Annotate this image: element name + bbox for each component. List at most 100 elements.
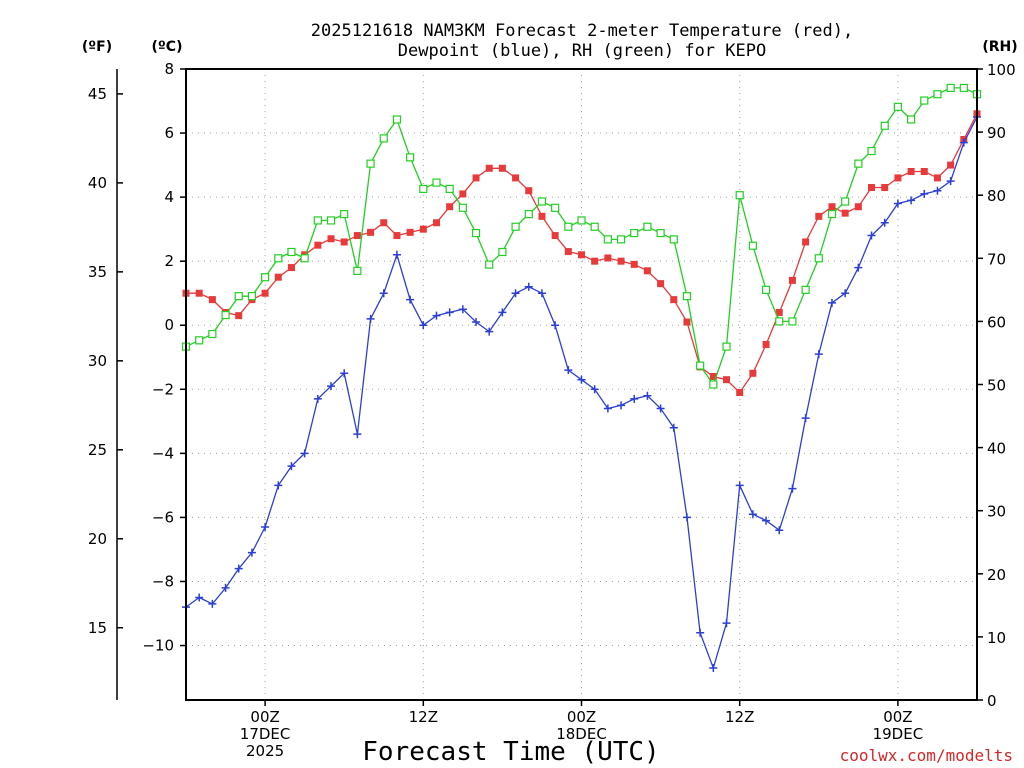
rh-point (340, 210, 349, 219)
temperature-point (643, 267, 651, 275)
dewpoint-point (485, 327, 494, 336)
temperature-point (472, 174, 480, 182)
rh-point (748, 241, 757, 250)
temperature-point (683, 318, 691, 326)
rh-point (722, 342, 731, 351)
temperature-point (868, 184, 876, 192)
rh-point (775, 317, 784, 326)
dewpoint-point (353, 430, 362, 439)
temperature-point (591, 257, 599, 265)
temperature-point (340, 238, 348, 246)
temperature-point (380, 219, 388, 227)
dewpoint-point (524, 282, 533, 291)
dewpoint-point (261, 523, 270, 532)
rh-point (590, 222, 599, 231)
fahrenheit-tick-label: 35 (88, 263, 107, 281)
rh-point (933, 90, 942, 99)
axis-ticks: 86420−2−4−6−8−10454035302520151009080706… (88, 60, 1016, 760)
rh-point (682, 292, 692, 301)
rh-tick-label: 90 (987, 124, 1006, 142)
rh-point (432, 178, 441, 187)
temperature-point (920, 167, 928, 175)
temperature-point (261, 289, 269, 297)
rh-point (379, 134, 388, 143)
fahrenheit-tick-label: 25 (88, 441, 107, 459)
dewpoint-point (340, 369, 349, 378)
temperature-point (314, 241, 322, 249)
dewpoint-point (841, 289, 850, 298)
temperature-point (815, 212, 823, 220)
rh-point (959, 83, 968, 93)
x-tick-label: 00Z (250, 708, 279, 726)
dewpoint-point (511, 289, 520, 298)
rh-tick-label: 20 (987, 566, 1006, 584)
rh-point (524, 210, 533, 219)
rh-point (669, 235, 678, 244)
data-series (181, 83, 982, 672)
rh-point (841, 197, 850, 206)
dewpoint-point (327, 382, 336, 391)
celsius-tick-label: 8 (164, 60, 174, 78)
dewpoint-point (907, 196, 916, 205)
dewpoint-point (419, 321, 428, 330)
rh-axis-unit: (RH) (982, 39, 1017, 55)
temperature-point (657, 280, 665, 288)
temperature-point (881, 184, 889, 192)
rh-point (551, 203, 560, 212)
x-tick-label: 12Z (725, 708, 754, 726)
celsius-tick-label: 4 (164, 188, 174, 206)
dewpoint-point (775, 526, 784, 535)
rh-point (458, 203, 467, 212)
rh-point (814, 254, 823, 263)
temperature-point (406, 228, 414, 236)
rh-point (854, 159, 863, 168)
temperature-point (353, 232, 361, 240)
dewpoint-point (827, 298, 836, 307)
rh-point (287, 247, 296, 257)
celsius-tick-label: 2 (164, 252, 174, 270)
dewpoint-point (656, 404, 665, 413)
dewpoint-point (669, 423, 678, 432)
rh-point (274, 254, 283, 263)
dewpoint-point (722, 619, 731, 628)
temperature-point (446, 203, 454, 211)
dewpoint-point (959, 138, 968, 147)
rh-point (485, 260, 494, 269)
series-temperature (182, 110, 981, 397)
temperature-point (195, 289, 203, 297)
rh-point (920, 96, 929, 105)
dewpoint-point (406, 295, 415, 304)
rh-tick-label: 80 (987, 187, 1006, 205)
fahrenheit-axis-unit: (ºF) (82, 39, 112, 55)
dewpoint-point (748, 510, 757, 519)
dewpoint-point (234, 564, 243, 573)
dewpoint-point (472, 318, 481, 327)
celsius-tick-label: 6 (164, 124, 174, 142)
temperature-point (709, 372, 717, 380)
temperature-point (525, 187, 533, 195)
temperature-point (208, 296, 216, 304)
celsius-tick-label: −4 (152, 444, 174, 462)
temperature-point (604, 254, 612, 262)
series-dewpoint (182, 113, 981, 672)
dewpoint-point (498, 308, 507, 317)
dewpoint-point (893, 199, 902, 208)
temperature-point (367, 228, 375, 236)
temperature-point (802, 238, 810, 246)
dewpoint-point (814, 350, 823, 359)
dewpoint-point (617, 401, 626, 410)
temperature-point (617, 257, 625, 265)
rh-point (709, 380, 718, 389)
dewpoint-point (564, 366, 573, 375)
rh-point (208, 329, 217, 339)
rh-point (366, 159, 375, 168)
temperature-point (512, 174, 520, 182)
dewpoint-point (643, 391, 652, 400)
x-axis-title: Forecast Time (UTC) (362, 737, 659, 767)
celsius-tick-label: −8 (152, 572, 174, 590)
x-tick-label: 18DEC (556, 725, 607, 743)
dewpoint-point (551, 321, 560, 330)
x-tick-label: 19DEC (873, 725, 924, 743)
dewpoint-point (682, 513, 691, 522)
dewpoint-point (221, 583, 230, 592)
